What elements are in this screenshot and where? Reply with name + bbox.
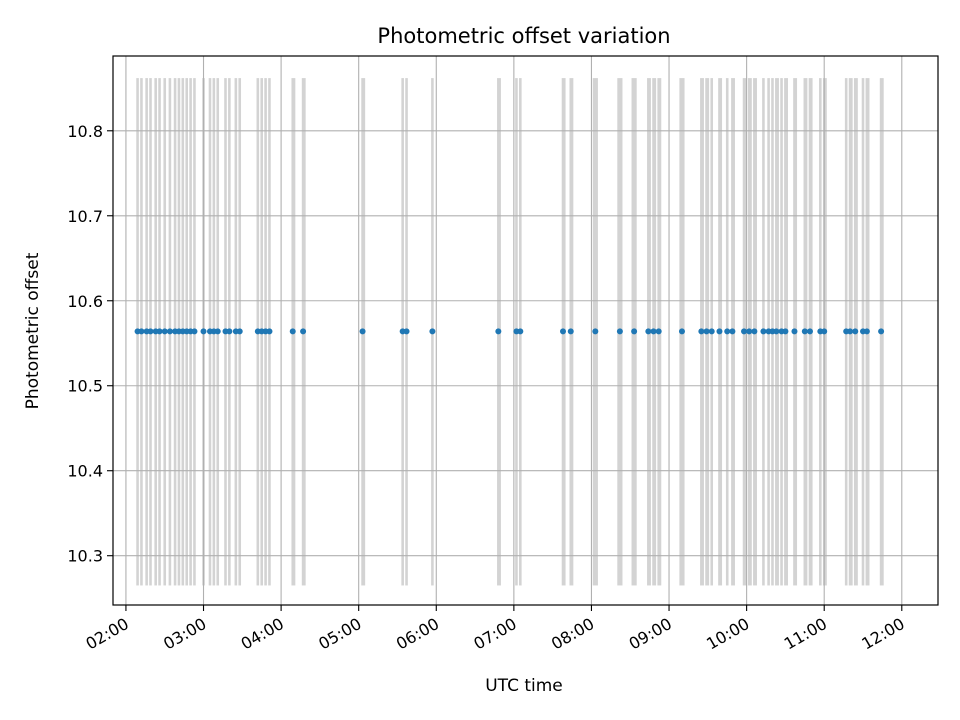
data-point	[650, 328, 657, 335]
data-point	[708, 328, 715, 335]
y-tick-label: 10.5	[67, 377, 103, 396]
y-tick-label: 10.7	[67, 207, 103, 226]
data-point	[863, 328, 870, 335]
data-point	[847, 328, 854, 335]
data-point	[517, 328, 524, 335]
data-point	[495, 328, 502, 335]
data-point	[878, 328, 885, 335]
axes-frame	[112, 55, 939, 606]
data-point	[631, 328, 638, 335]
data-point	[226, 328, 233, 335]
data-point	[359, 328, 366, 335]
data-point	[806, 328, 813, 335]
chart-title: Photometric offset variation	[377, 24, 670, 48]
data-point	[852, 328, 859, 335]
data-point	[801, 328, 808, 335]
axes-background	[113, 56, 938, 605]
data-point	[741, 328, 748, 335]
data-point	[592, 328, 599, 335]
data-point	[289, 328, 296, 335]
data-point	[751, 328, 758, 335]
data-point	[161, 328, 168, 335]
data-point	[191, 328, 198, 335]
data-point	[729, 328, 736, 335]
data-point	[236, 328, 243, 335]
x-axis-label: UTC time	[485, 676, 563, 696]
data-point	[147, 328, 154, 335]
data-point	[773, 328, 780, 335]
data-point	[746, 328, 753, 335]
data-point	[791, 328, 798, 335]
data-point	[716, 328, 723, 335]
y-axis-ticks: 10.3 10.4 10.5 10.6 10.7 10.8	[67, 122, 113, 566]
data-point	[560, 328, 566, 335]
data-point	[724, 328, 731, 335]
data-point	[214, 328, 221, 335]
data-points	[134, 328, 885, 335]
plot-area	[112, 55, 939, 606]
data-point	[616, 328, 623, 335]
data-point	[703, 328, 710, 335]
data-point	[678, 328, 685, 335]
data-point	[300, 328, 307, 335]
data-point	[156, 328, 163, 335]
data-point	[698, 328, 705, 335]
data-point	[266, 328, 273, 335]
data-point	[645, 328, 652, 335]
data-point	[655, 328, 662, 335]
data-point	[200, 328, 207, 335]
y-axis-label: Photometric offset	[23, 252, 43, 409]
data-point	[403, 328, 410, 335]
y-tick-label: 10.4	[67, 462, 103, 481]
data-point	[760, 328, 767, 335]
data-point	[567, 328, 574, 335]
y-tick-label: 10.6	[67, 292, 103, 311]
data-point	[821, 328, 828, 335]
data-point	[138, 328, 145, 335]
y-tick-label: 10.3	[67, 547, 103, 566]
data-point	[429, 328, 436, 335]
data-point	[166, 328, 173, 335]
data-point	[782, 328, 789, 335]
y-tick-label: 10.8	[67, 122, 103, 141]
